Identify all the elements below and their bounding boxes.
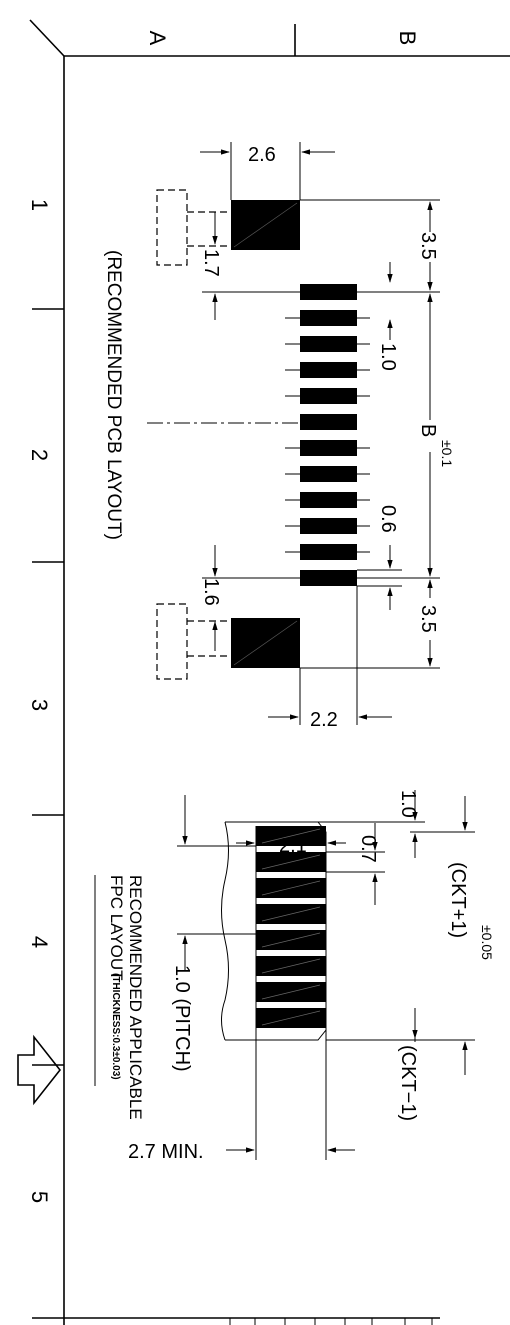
fpc-dim-ckt-tolerance: ±0.05 [479, 925, 495, 960]
pcb-dim-bottom-width: 2.2 [310, 709, 338, 731]
fpc-layout: 2.1 1.0 (PITCH) 0.7 1.0 (CKT+1) ±0.05 (C… [94, 790, 495, 1163]
pcb-dim-pitch: 1.0 [377, 343, 399, 371]
pcb-dim-pad: 0.6 [377, 505, 399, 533]
zone-row-5: 5 [27, 1191, 52, 1203]
pcb-dim-top-offset: 1.7 [200, 249, 222, 277]
fpc-dim-pitch: 1.0 (PITCH) [171, 965, 193, 1072]
pcb-dim-b-tolerance: ±0.1 [439, 440, 455, 467]
zone-row-3: 3 [27, 699, 52, 711]
pcb-dim-edge-top: 3.5 [417, 232, 439, 260]
zone-col-b: B [395, 31, 420, 46]
pcb-dim-pad-width: 2.6 [248, 144, 276, 166]
zone-labels: A B 1 2 3 4 5 [27, 31, 420, 1203]
pcb-signal-pad [300, 544, 357, 560]
fpc-title-line1: RECOMMENDED APPLICABLE [126, 875, 145, 1120]
fpc-dim-gap: 0.7 [357, 835, 379, 863]
pcb-signal-pads [300, 284, 357, 586]
fpc-thickness-note: (THICKNESS:0.3±0.03) [110, 973, 121, 1080]
pcb-dim-b: B [417, 424, 439, 437]
pcb-signal-pad [300, 492, 357, 508]
pcb-signal-pad [300, 310, 357, 326]
pcb-dashed-outline-top [156, 189, 188, 266]
fpc-dim-edge: 1.0 [397, 790, 419, 818]
direction-arrow [17, 1034, 62, 1106]
zone-row-1: 1 [27, 199, 52, 211]
pcb-signal-pad [300, 414, 357, 430]
fpc-dim-ckt-plus: (CKT+1) [447, 862, 469, 938]
pcb-signal-pad [300, 284, 357, 300]
pcb-signal-pad [300, 388, 357, 404]
pcb-signal-pad [300, 362, 357, 378]
pcb-signal-pad [300, 466, 357, 482]
fpc-dim-ckt-minus: (CKT−1) [397, 1045, 419, 1121]
pcb-dashed-outline-bottom [156, 603, 188, 680]
pcb-dim-bottom-offset: 1.6 [200, 578, 222, 606]
pcb-signal-pad [300, 440, 357, 456]
zone-col-a: A [145, 31, 170, 46]
pcb-signal-pad [300, 570, 357, 586]
drawing-frame [29, 19, 510, 1325]
pcb-dim-edge-bottom: 3.5 [417, 605, 439, 633]
pcb-signal-pad [300, 518, 357, 534]
pcb-layout-title: (RECOMMENDED PCB LAYOUT) [103, 250, 124, 540]
zone-row-2: 2 [27, 449, 52, 461]
pcb-layout: 2.6 1.7 1.6 2.2 3.5 B ±0.1 3.5 [103, 142, 455, 731]
fpc-dim-width: 2.1 [279, 835, 307, 857]
fpc-title-line2: FPC LAYOUT [107, 875, 126, 980]
pcb-signal-pad [300, 336, 357, 352]
zone-row-4: 4 [27, 936, 52, 948]
fpc-dim-min: 2.7 MIN. [128, 1141, 204, 1163]
